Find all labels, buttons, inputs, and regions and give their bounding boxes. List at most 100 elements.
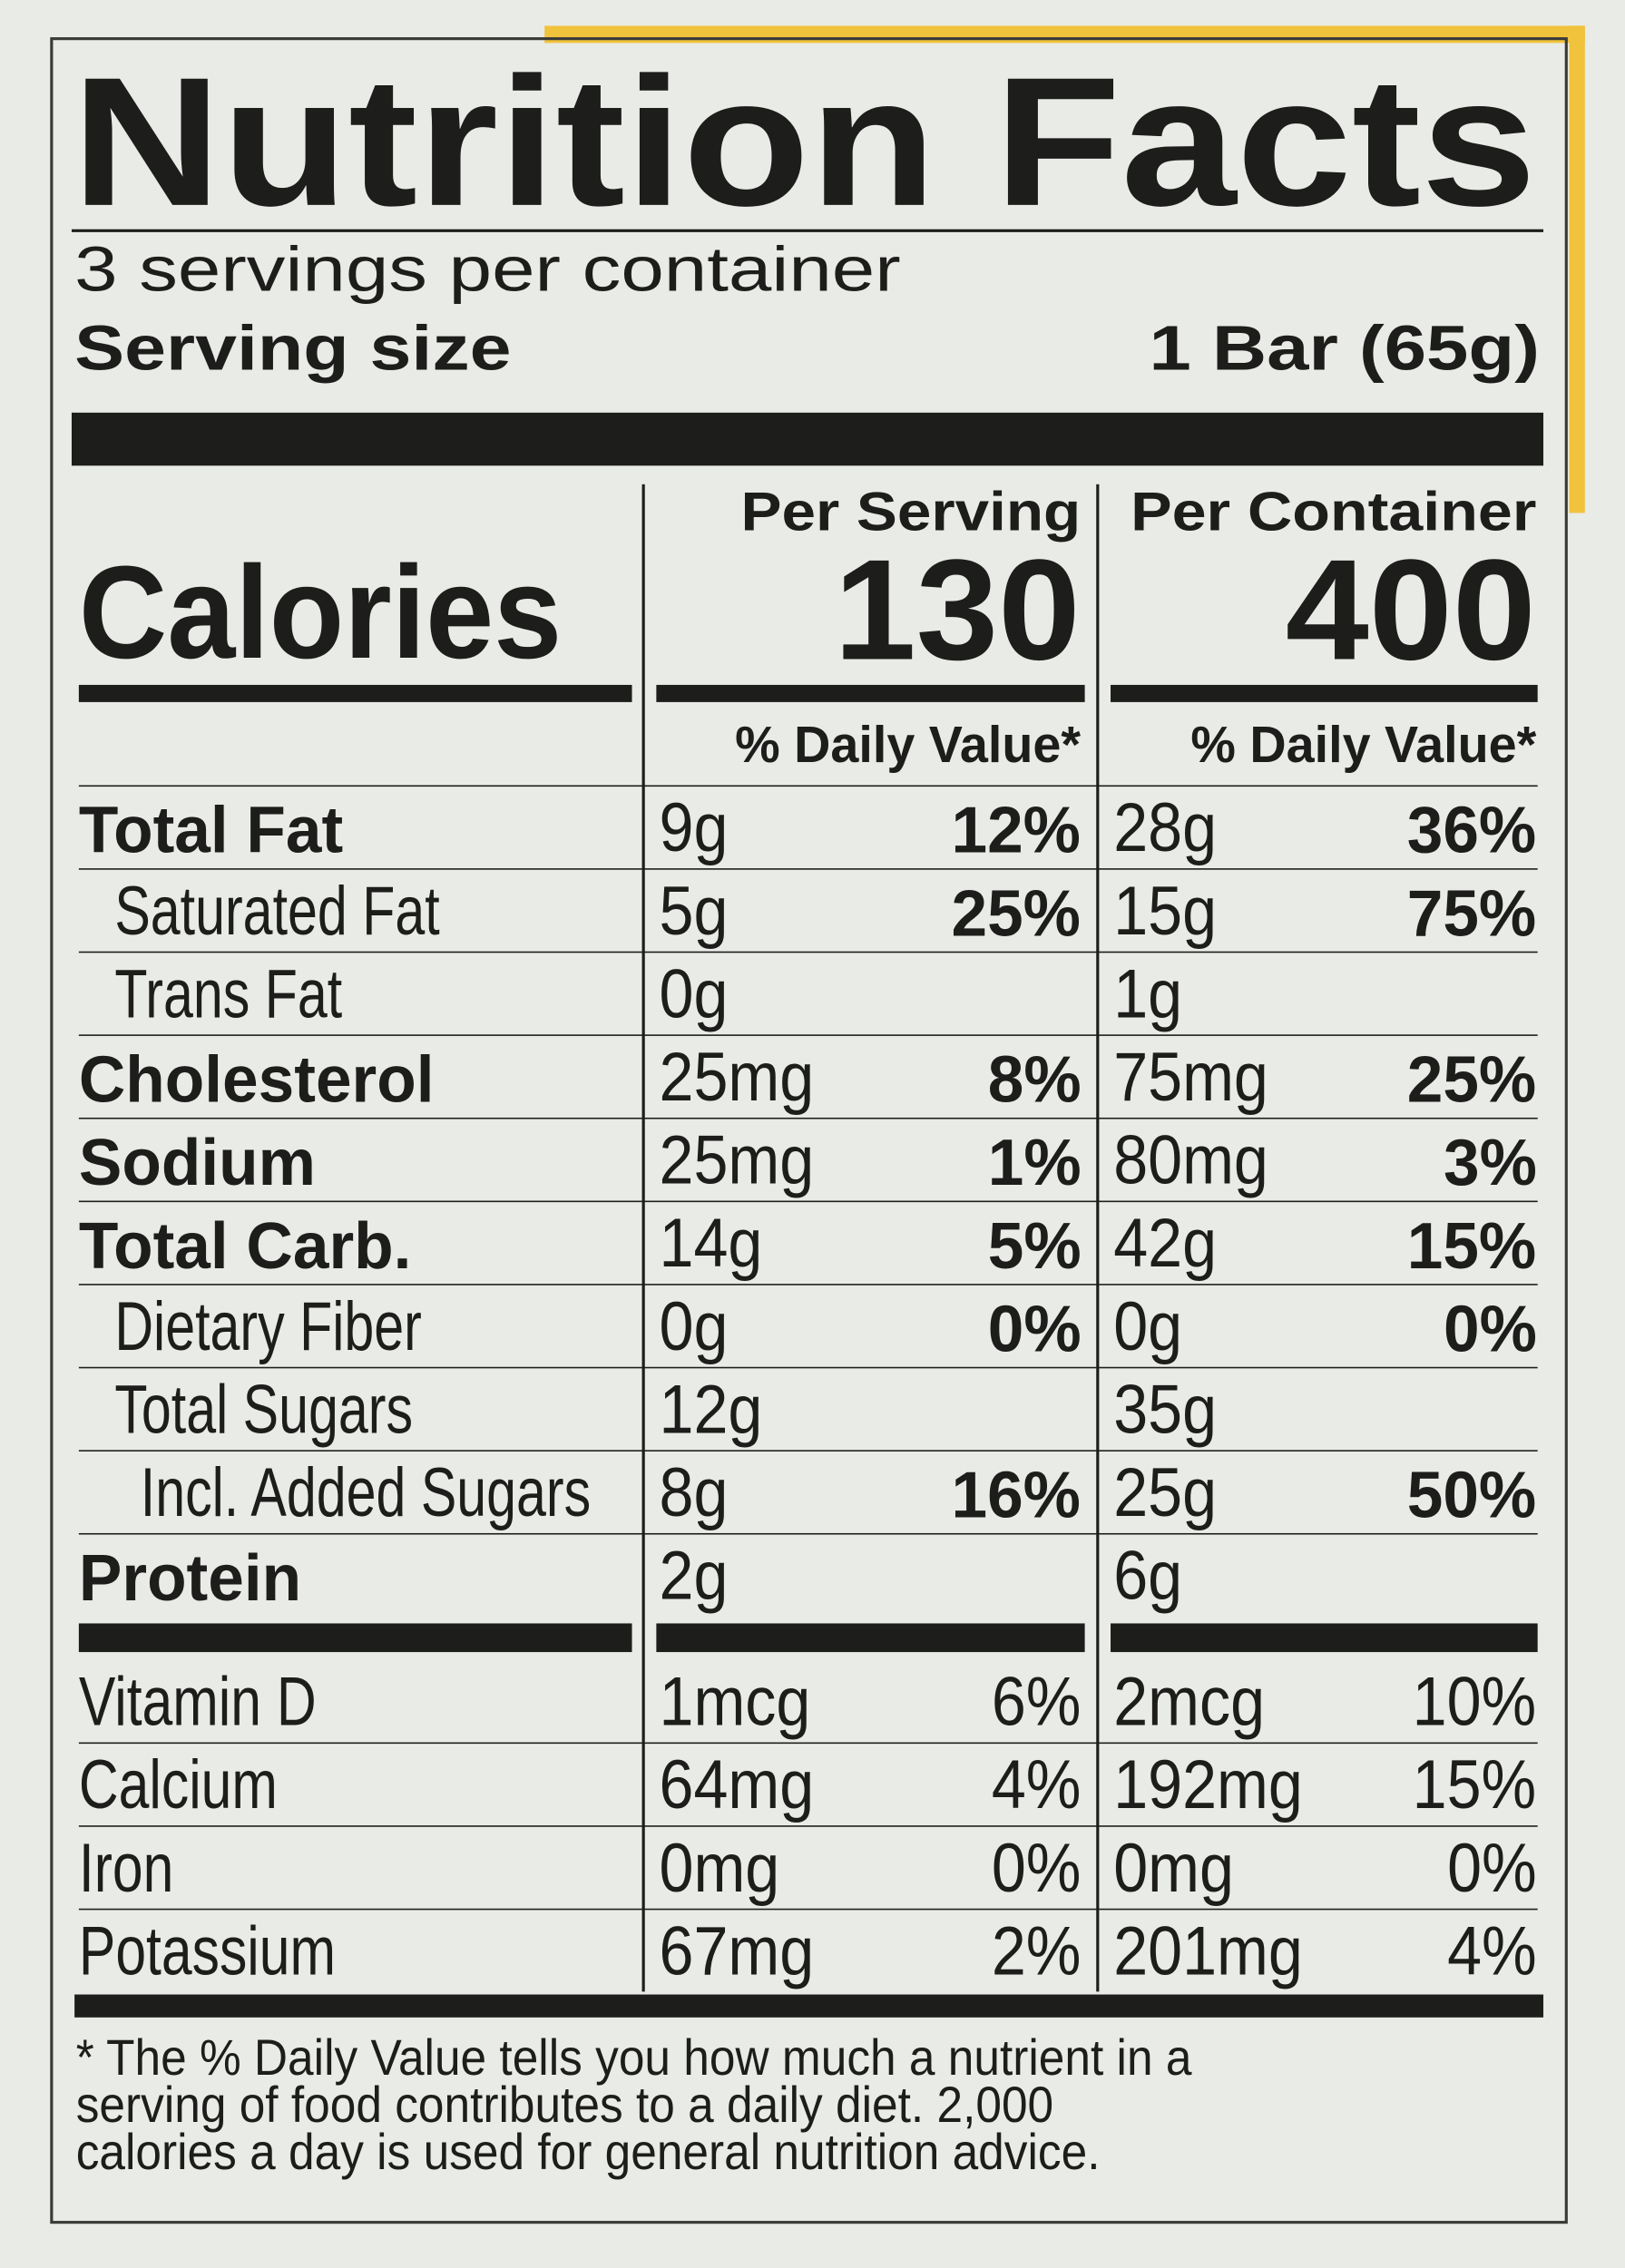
col-line <box>641 484 644 1992</box>
amount: 9g <box>659 790 729 867</box>
daily-value: 1% <box>986 1124 1081 1199</box>
row-line <box>78 1034 1538 1037</box>
daily-value: 2% <box>991 1914 1081 1990</box>
amount: 14g <box>659 1206 763 1283</box>
nutrient-name: Total Sugars <box>114 1373 414 1449</box>
row-line <box>78 1450 1538 1452</box>
dv-header: % Daily Value* <box>734 715 1081 774</box>
amount: 201mg <box>1113 1914 1303 1990</box>
serving-size-label: Serving size <box>74 313 512 385</box>
title: Nutrition Facts <box>71 40 1537 246</box>
nutrient-name: Cholesterol <box>78 1041 435 1117</box>
amount: 0g <box>659 957 729 1033</box>
row-line <box>78 1532 1538 1535</box>
amount: 67mg <box>659 1914 815 1990</box>
row-line <box>78 1908 1538 1911</box>
amount: 75mg <box>1113 1040 1268 1117</box>
daily-value: 6% <box>991 1665 1081 1741</box>
col-header: Per Container <box>1130 483 1537 543</box>
daily-value: 0% <box>1446 1831 1537 1908</box>
vitamin-name: Potassium <box>78 1914 337 1990</box>
daily-value: 25% <box>1406 1041 1537 1117</box>
calories-label: Calories <box>78 540 563 687</box>
vitamin-name: Vitamin D <box>78 1665 317 1741</box>
dv-header: % Daily Value* <box>1190 715 1537 774</box>
thick-rule <box>78 684 632 702</box>
thick-rule <box>656 1623 1085 1653</box>
nutrient-name: Trans Fat <box>114 957 343 1033</box>
daily-value: 25% <box>951 875 1081 951</box>
daily-value: 75% <box>1406 875 1537 951</box>
thick-rule <box>78 1623 632 1653</box>
nutrient-name: Saturated Fat <box>114 874 440 951</box>
row-line <box>78 1742 1538 1745</box>
amount: 15g <box>1113 874 1218 951</box>
row-line <box>78 1284 1538 1286</box>
amount: 64mg <box>659 1747 815 1824</box>
vitamin-name: Iron <box>78 1831 174 1908</box>
calories-value: 400 <box>1285 530 1537 691</box>
daily-value: 12% <box>951 792 1081 867</box>
amount: 25g <box>1113 1455 1218 1532</box>
servings: 3 servings per container <box>74 235 901 306</box>
daily-value: 50% <box>1406 1457 1537 1532</box>
row-line <box>78 1366 1538 1369</box>
row-line <box>78 1117 1538 1119</box>
frame <box>50 37 1568 2224</box>
amount: 1g <box>1113 957 1183 1033</box>
amount: 6g <box>1113 1539 1183 1615</box>
amount: 42g <box>1113 1206 1218 1283</box>
amount: 35g <box>1113 1373 1218 1449</box>
thick-rule <box>1111 1623 1538 1653</box>
daily-value: 0% <box>1443 1291 1537 1366</box>
row-line <box>78 951 1538 953</box>
serving-size-value: 1 Bar (65g) <box>1148 313 1540 385</box>
amount: 0mg <box>659 1831 780 1908</box>
calories-value: 130 <box>834 530 1081 691</box>
amount: 5g <box>659 874 729 951</box>
row-line <box>78 1200 1538 1203</box>
amount: 8g <box>659 1455 729 1532</box>
vitamin-name: Calcium <box>78 1747 278 1824</box>
daily-value: 0% <box>986 1291 1081 1366</box>
nutrient-name: Protein <box>78 1540 302 1615</box>
amount: 2mcg <box>1113 1665 1266 1741</box>
row-line <box>78 785 1538 787</box>
nutrient-name: Incl. Added Sugars <box>140 1455 592 1532</box>
row-line <box>78 1825 1538 1828</box>
amount: 28g <box>1113 790 1218 867</box>
row-line <box>78 868 1538 870</box>
daily-value: 10% <box>1412 1665 1537 1741</box>
amount: 80mg <box>1113 1123 1268 1199</box>
nutrient-name: Sodium <box>78 1124 316 1199</box>
amount: 1mcg <box>659 1665 811 1741</box>
amount: 2g <box>659 1539 729 1615</box>
daily-value: 0% <box>991 1831 1081 1908</box>
amount: 0g <box>1113 1289 1183 1366</box>
rule <box>71 229 1544 232</box>
daily-value: 8% <box>986 1041 1081 1117</box>
amount: 192mg <box>1113 1747 1303 1824</box>
nutrient-name: Dietary Fiber <box>114 1289 422 1366</box>
amount: 0mg <box>1113 1831 1234 1908</box>
thick-rule <box>74 1994 1544 2018</box>
thick-rule <box>656 684 1085 702</box>
amount: 25mg <box>659 1123 815 1199</box>
thick-rule <box>71 412 1544 466</box>
footnote: * The % Daily Value tells you how much a… <box>75 2029 1192 2086</box>
yellow-right <box>1569 25 1585 513</box>
daily-value: 4% <box>991 1747 1081 1824</box>
footnote: calories a day is used for general nutri… <box>75 2124 1101 2181</box>
amount: 0g <box>659 1289 729 1366</box>
daily-value: 15% <box>1406 1207 1537 1283</box>
nutrient-name: Total Fat <box>78 792 344 867</box>
amount: 25mg <box>659 1040 815 1117</box>
daily-value: 36% <box>1406 792 1537 867</box>
footnote: serving of food contributes to a daily d… <box>75 2077 1054 2133</box>
daily-value: 16% <box>951 1457 1081 1532</box>
daily-value: 4% <box>1446 1914 1537 1990</box>
amount: 12g <box>659 1373 763 1449</box>
nutrient-name: Total Carb. <box>78 1207 412 1283</box>
